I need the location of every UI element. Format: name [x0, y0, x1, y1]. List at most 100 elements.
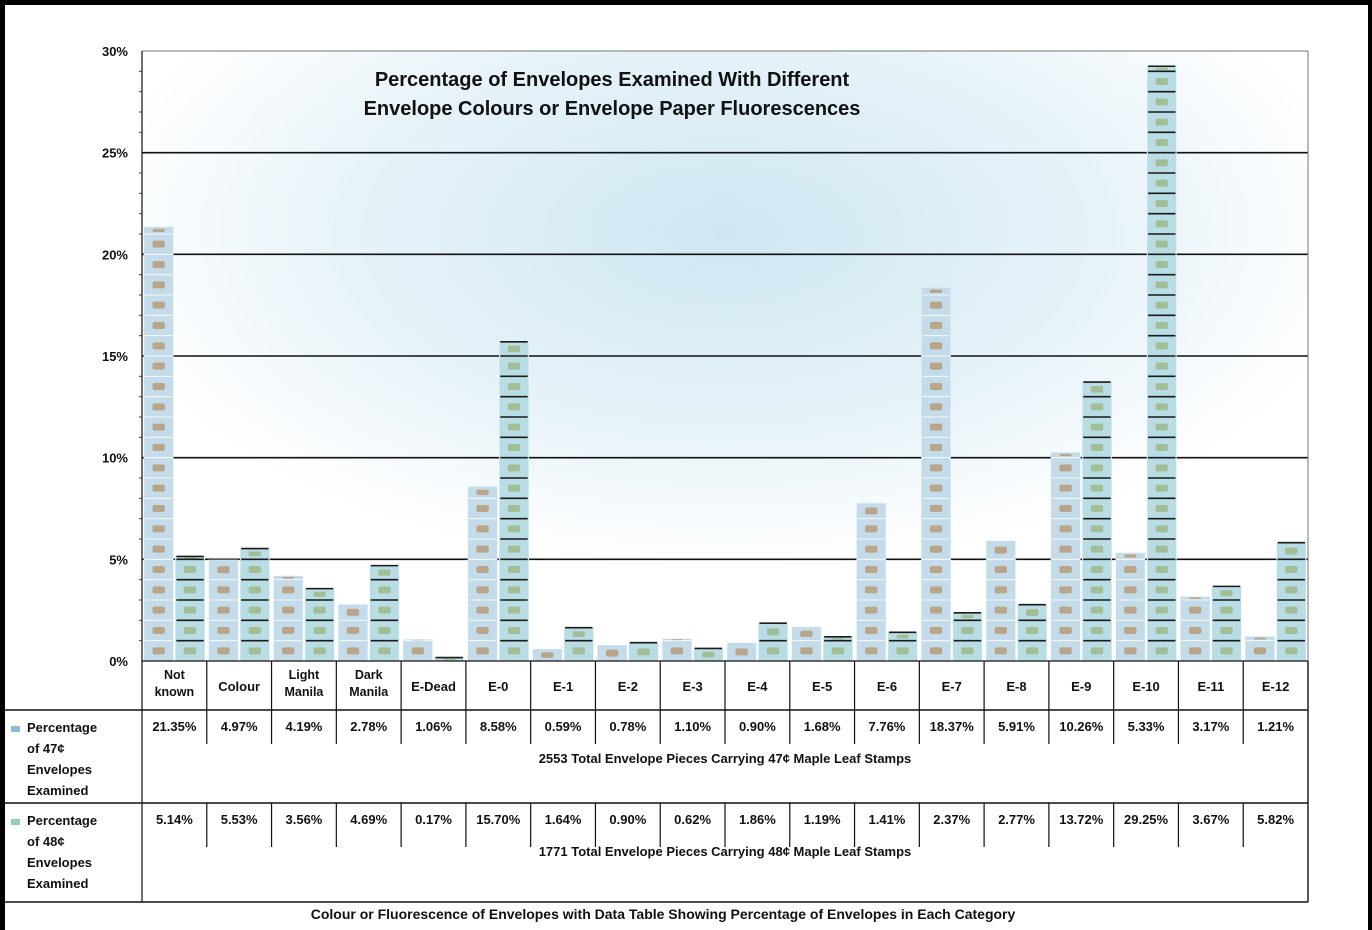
x-category-label: known: [155, 685, 195, 699]
data-label: 21.35%: [152, 719, 197, 734]
data-label: 3.56%: [286, 812, 323, 827]
stamp-tile: [183, 586, 197, 594]
y-tick-label: 15%: [102, 349, 128, 364]
stamp-tile: [183, 566, 197, 573]
bar: [661, 638, 692, 662]
stamp-tile: [152, 606, 165, 614]
x-category-label: E-11: [1197, 679, 1224, 694]
stamp-tile: [929, 403, 943, 411]
stamp-tile: [1059, 525, 1072, 533]
stamp-tile: [1124, 627, 1137, 634]
x-category-label: E-10: [1132, 679, 1159, 694]
x-category-label: Manila: [284, 685, 324, 699]
stamp-tile: [1155, 383, 1168, 390]
stamp-tile: [865, 525, 878, 533]
stamp-tile: [572, 647, 585, 655]
data-label: 0.78%: [609, 719, 646, 734]
x-category-label: Light: [289, 668, 320, 682]
bar: [563, 626, 594, 662]
stamp-tile: [1155, 423, 1168, 431]
stamp-tile: [994, 546, 1007, 554]
bar: [856, 502, 887, 662]
stamp-tile: [929, 342, 943, 350]
stamp-tile: [152, 322, 165, 329]
stamp-tile: [865, 586, 878, 594]
stamp-tile: [929, 606, 943, 614]
bar-body: [143, 226, 174, 662]
stamp-tile: [865, 606, 878, 614]
stamp-tile: [929, 322, 943, 329]
stamp-tile: [1285, 566, 1298, 573]
bar: [791, 626, 822, 662]
stamp-tile: [1059, 505, 1072, 512]
stamp-tile: [1220, 627, 1233, 634]
x-category-label: E-8: [1006, 679, 1026, 694]
stamp-tile: [183, 627, 197, 634]
stamp-tile: [1220, 606, 1233, 614]
data-label: 0.90%: [739, 719, 776, 734]
stamp-tile: [865, 647, 878, 655]
stamp-tile: [1285, 647, 1298, 655]
stamp-tile: [1155, 566, 1168, 573]
stamp-tile: [152, 566, 165, 573]
stamp-tile: [541, 652, 554, 658]
stamp-tile: [1155, 606, 1168, 614]
stamp-tile: [1220, 590, 1233, 597]
stamp-tile: [1155, 200, 1168, 207]
stamp-tile: [152, 545, 165, 553]
stamp-tile: [1090, 586, 1104, 594]
stamp-tile: [378, 569, 391, 576]
data-label: 3.17%: [1192, 719, 1229, 734]
bar: [887, 631, 918, 662]
stamp-tile: [152, 228, 165, 233]
data-label: 1.10%: [674, 719, 711, 734]
data-label: 5.82%: [1257, 812, 1294, 827]
stamp-tile: [152, 342, 165, 350]
stamp-tile: [1090, 386, 1104, 393]
stamp-tile: [476, 545, 489, 553]
bar: [1146, 65, 1177, 662]
stamp-tile: [1026, 627, 1039, 634]
stamp-tile: [865, 627, 878, 634]
bar-body: [921, 287, 951, 662]
stamp-tile: [1090, 484, 1104, 492]
stamp-tile: [1155, 301, 1168, 309]
stamp-tile: [217, 627, 230, 634]
data-label: 0.17%: [415, 812, 452, 827]
y-tick-label: 25%: [102, 146, 128, 161]
stamp-tile: [476, 586, 489, 594]
stamp-tile: [800, 630, 813, 637]
stamp-tile: [1155, 403, 1168, 411]
stamp-tile: [282, 576, 295, 579]
stamp-tile: [929, 545, 943, 553]
stamp-tile: [961, 614, 974, 619]
bar: [1050, 452, 1081, 662]
stamp-tile: [896, 647, 909, 655]
stamp-tile: [152, 423, 165, 431]
stamp-tile: [217, 566, 230, 574]
bar: [175, 555, 206, 662]
stamp-tile: [346, 647, 360, 655]
stamp-tile: [152, 281, 165, 289]
stamp-tile: [831, 637, 845, 640]
data-label: 2.77%: [998, 812, 1035, 827]
stamp-tile: [1059, 453, 1072, 457]
stamp-tile: [1059, 627, 1072, 634]
data-label: 1.41%: [869, 812, 906, 827]
stamp-tile: [766, 628, 780, 636]
stamp-tile: [1090, 525, 1104, 533]
bar: [726, 642, 757, 662]
stamp-tile: [929, 484, 943, 492]
legend-label: Examined: [27, 783, 88, 798]
stamp-tile: [378, 627, 391, 634]
stamp-tile: [346, 627, 360, 634]
stamp-tile: [1253, 647, 1267, 655]
stamp-tile: [507, 586, 521, 594]
stamp-tile: [929, 383, 943, 390]
stamp-tile: [1155, 627, 1168, 634]
stamp-tile: [1090, 444, 1104, 451]
stamp-tile: [152, 647, 165, 655]
stamp-tile: [994, 606, 1007, 614]
x-category-label: E-Dead: [411, 679, 456, 694]
